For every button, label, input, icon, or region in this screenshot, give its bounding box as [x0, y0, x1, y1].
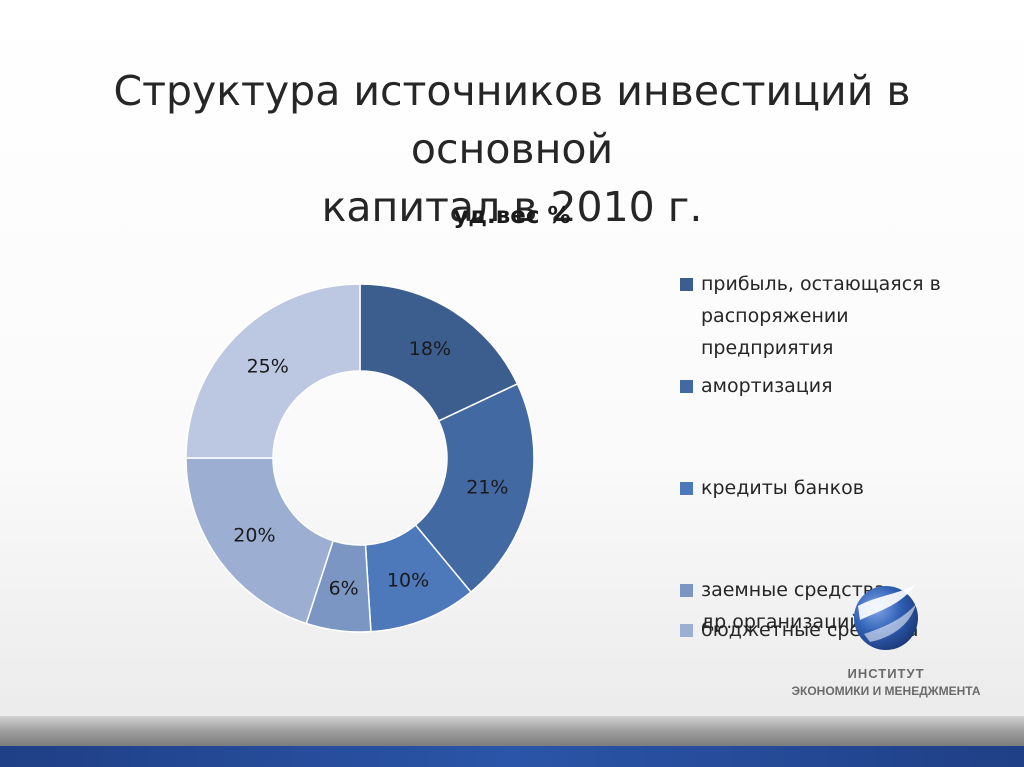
logo-text-line2: ЭКОНОМИКИ И МЕНЕДЖМЕНТА	[791, 684, 981, 698]
legend-item-profit: прибыль, остающаяся в распоряжении предп…	[680, 268, 970, 364]
slice-data-label: 18%	[409, 338, 451, 360]
slice-data-label: 21%	[466, 476, 508, 498]
slide-title-line1: Структура источников инвестиций в основн…	[113, 67, 911, 173]
slide-title-line2: капитал в 2010 г.	[321, 183, 703, 231]
slice-data-label: 10%	[387, 569, 429, 591]
donut-slice	[359, 283, 519, 422]
legend-label: прибыль, остающаяся в распоряжении предп…	[701, 273, 941, 359]
footer-band-grey	[0, 716, 1024, 746]
legend-swatch	[680, 624, 693, 637]
globe-logo-icon	[854, 584, 918, 650]
donut-slice	[185, 283, 361, 459]
chart-title: уд.вес %	[453, 203, 571, 229]
logo-text-line1: ИНСТИТУТ	[847, 666, 925, 681]
legend-label: кредиты банков	[701, 477, 864, 499]
legend-item-bank-credits: кредиты банков	[680, 472, 970, 504]
legend-swatch	[680, 278, 693, 291]
slice-data-label: 20%	[233, 525, 275, 547]
donut-chart: 18% 21% 10% 6% 20% 25%	[185, 283, 535, 633]
slice-data-label: 6%	[329, 577, 359, 599]
donut-slice	[185, 457, 335, 625]
institute-logo: ИНСТИТУТ ЭКОНОМИКИ И МЕНЕДЖМЕНТА	[786, 576, 986, 706]
legend-item-borrowed-funds: заемные средства др.организаций	[680, 574, 970, 638]
legend-swatch	[680, 482, 693, 495]
legend-label: заемные средства др.организаций	[701, 579, 886, 633]
donut-slice	[414, 382, 535, 594]
slice-data-label: 25%	[247, 356, 289, 378]
legend-swatch	[680, 584, 693, 597]
legend-item-depreciation: амортизация	[680, 370, 970, 402]
legend-swatch	[680, 380, 693, 393]
slide-title: Структура источников инвестиций в основн…	[40, 62, 984, 236]
footer-band-blue	[0, 746, 1024, 767]
legend-label: амортизация	[701, 375, 833, 397]
